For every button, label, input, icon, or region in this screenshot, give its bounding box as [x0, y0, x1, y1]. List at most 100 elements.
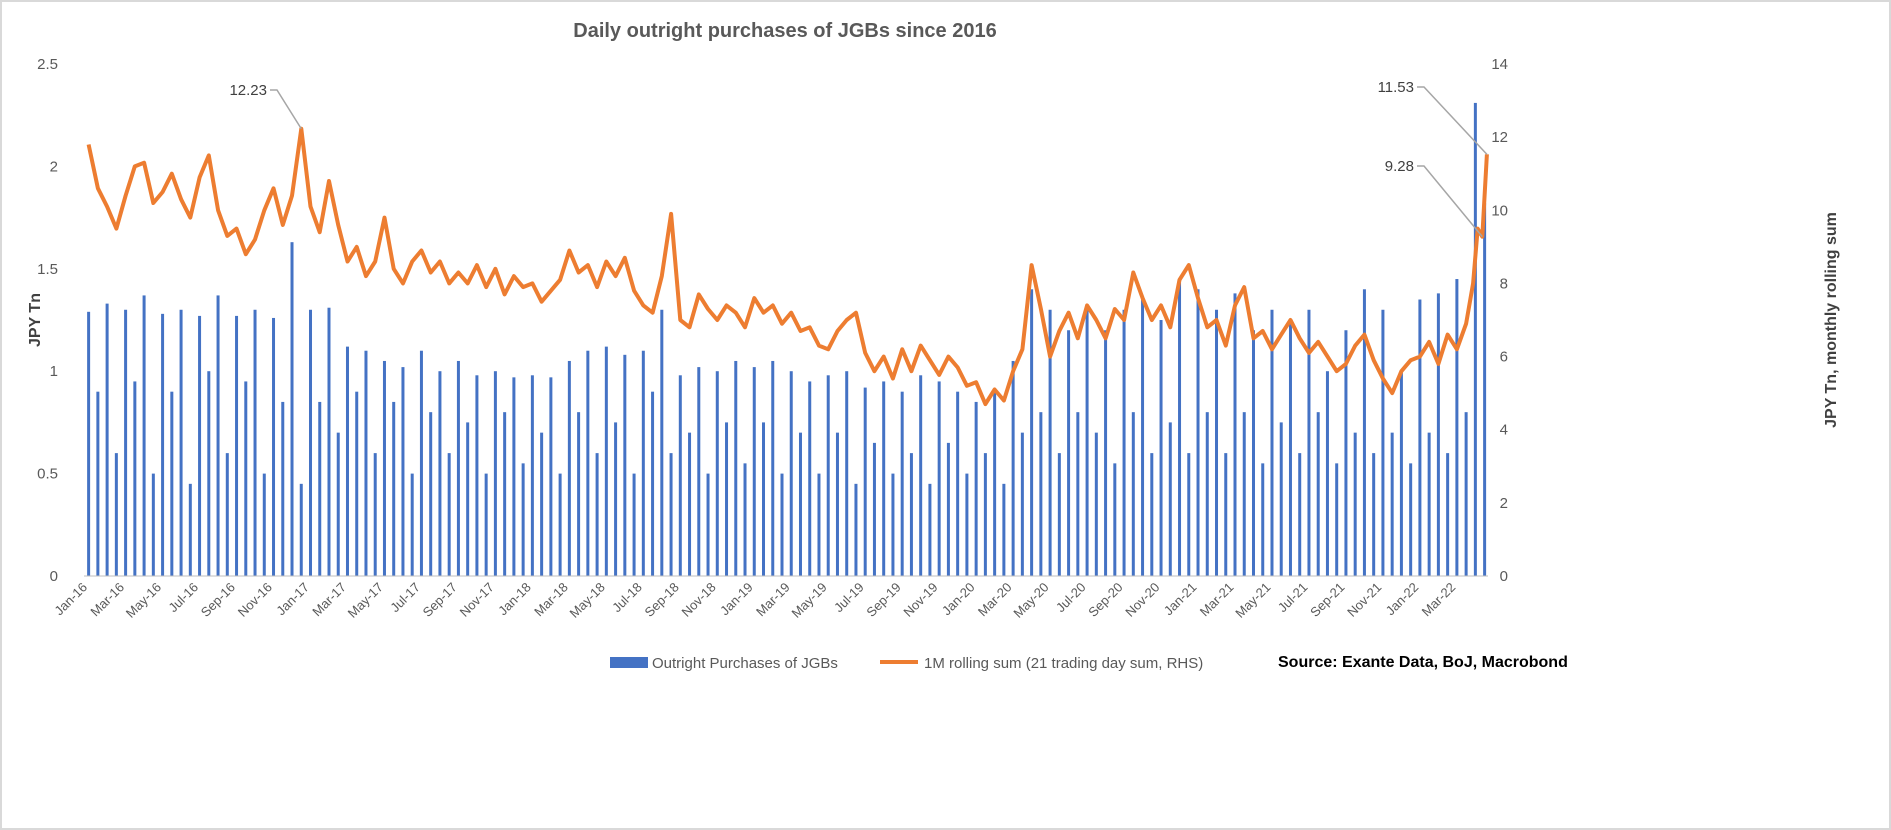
x-tick-label: Sep-19 [863, 580, 903, 620]
bar [567, 360, 571, 576]
source-note: Source: Exante Data, BoJ, Macrobond [1278, 654, 1568, 671]
bar [780, 473, 784, 576]
bar [1436, 293, 1440, 576]
bar [1473, 102, 1477, 577]
bar [1325, 371, 1329, 576]
y-left-tick-label: 0 [50, 568, 58, 585]
bar [1224, 453, 1228, 576]
legend-line-label: 1M rolling sum (21 trading day sum, RHS) [924, 655, 1203, 672]
bar [946, 442, 950, 576]
bar [290, 242, 294, 576]
bar [161, 313, 165, 576]
bar [1335, 463, 1339, 576]
bar [105, 303, 109, 576]
y-right-tick-label: 6 [1500, 349, 1508, 366]
bar [484, 473, 488, 576]
bar [1344, 330, 1348, 576]
bar [345, 346, 349, 576]
bar [1251, 330, 1255, 576]
bar [1446, 453, 1450, 576]
x-tick-label: Sep-21 [1307, 580, 1347, 620]
x-tick-label: Jan-16 [51, 580, 90, 619]
bar [1076, 412, 1080, 576]
bar [198, 315, 202, 576]
x-tick-label: Sep-18 [642, 580, 682, 620]
annotation-leader [1417, 86, 1488, 155]
bar [1362, 289, 1366, 576]
x-tick-label: Jan-18 [495, 580, 534, 619]
bar [429, 412, 433, 576]
bar [1011, 360, 1015, 576]
bar [1187, 453, 1191, 576]
bar [697, 367, 701, 576]
bar [272, 317, 276, 576]
bar [595, 453, 599, 576]
bar [919, 375, 923, 576]
bar [1168, 422, 1172, 576]
bar [1233, 293, 1237, 576]
x-tick-label: Mar-21 [1197, 580, 1237, 620]
bar [558, 473, 562, 576]
bar [798, 432, 802, 576]
bar [1390, 432, 1394, 576]
y-axis-right-label: JPY Tn, monthly rolling sum [1823, 212, 1840, 428]
bar [872, 442, 876, 576]
bar [1242, 412, 1246, 576]
bar [447, 453, 451, 576]
bar [623, 354, 627, 576]
bar [706, 473, 710, 576]
bar [225, 453, 229, 576]
bar [262, 473, 266, 576]
bar [1020, 432, 1024, 576]
x-tick-label: May-16 [123, 580, 164, 621]
bar [475, 375, 479, 576]
bar [1057, 453, 1061, 576]
bar [771, 360, 775, 576]
bar [170, 391, 174, 576]
bar [244, 381, 248, 576]
y-left-tick-label: 1.5 [37, 261, 58, 278]
bar [1113, 463, 1117, 576]
x-tick-label: Nov-21 [1344, 580, 1384, 620]
bar [133, 381, 137, 576]
bar [456, 360, 460, 576]
bar [891, 473, 895, 576]
annotation-label: 9.28 [1385, 158, 1414, 175]
y-right-tick-label: 14 [1491, 56, 1508, 73]
y-right-tick-label: 2 [1500, 495, 1508, 512]
bar [235, 315, 239, 576]
bar [549, 377, 553, 576]
annotation-leader [1417, 165, 1483, 238]
x-tick-label: Jan-19 [717, 580, 756, 619]
y-right-tick-label: 4 [1500, 422, 1508, 439]
bar [1307, 309, 1311, 576]
bar [1298, 453, 1302, 576]
bar [96, 391, 100, 576]
y-right-tick-label: 8 [1500, 275, 1508, 292]
bar [577, 412, 581, 576]
bar [493, 371, 497, 576]
y-left-tick-label: 2 [50, 158, 58, 175]
bar [521, 463, 525, 576]
bar [1048, 309, 1052, 576]
bar [660, 309, 664, 576]
bar [688, 432, 692, 576]
bar [1483, 203, 1487, 576]
bar [983, 453, 987, 576]
bar [318, 401, 322, 576]
bar [1030, 289, 1034, 576]
bar [1131, 412, 1135, 576]
bar [974, 401, 978, 576]
x-tick-label: Mar-17 [309, 580, 349, 620]
bar [540, 432, 544, 576]
x-tick-label: Jul-19 [831, 580, 867, 616]
bar [281, 401, 285, 576]
bar [835, 432, 839, 576]
rolling-sum-line [86, 126, 1489, 407]
bar [1455, 279, 1459, 576]
bar [1178, 279, 1182, 576]
bar [956, 391, 960, 576]
bar [715, 371, 719, 576]
bar [826, 375, 830, 576]
